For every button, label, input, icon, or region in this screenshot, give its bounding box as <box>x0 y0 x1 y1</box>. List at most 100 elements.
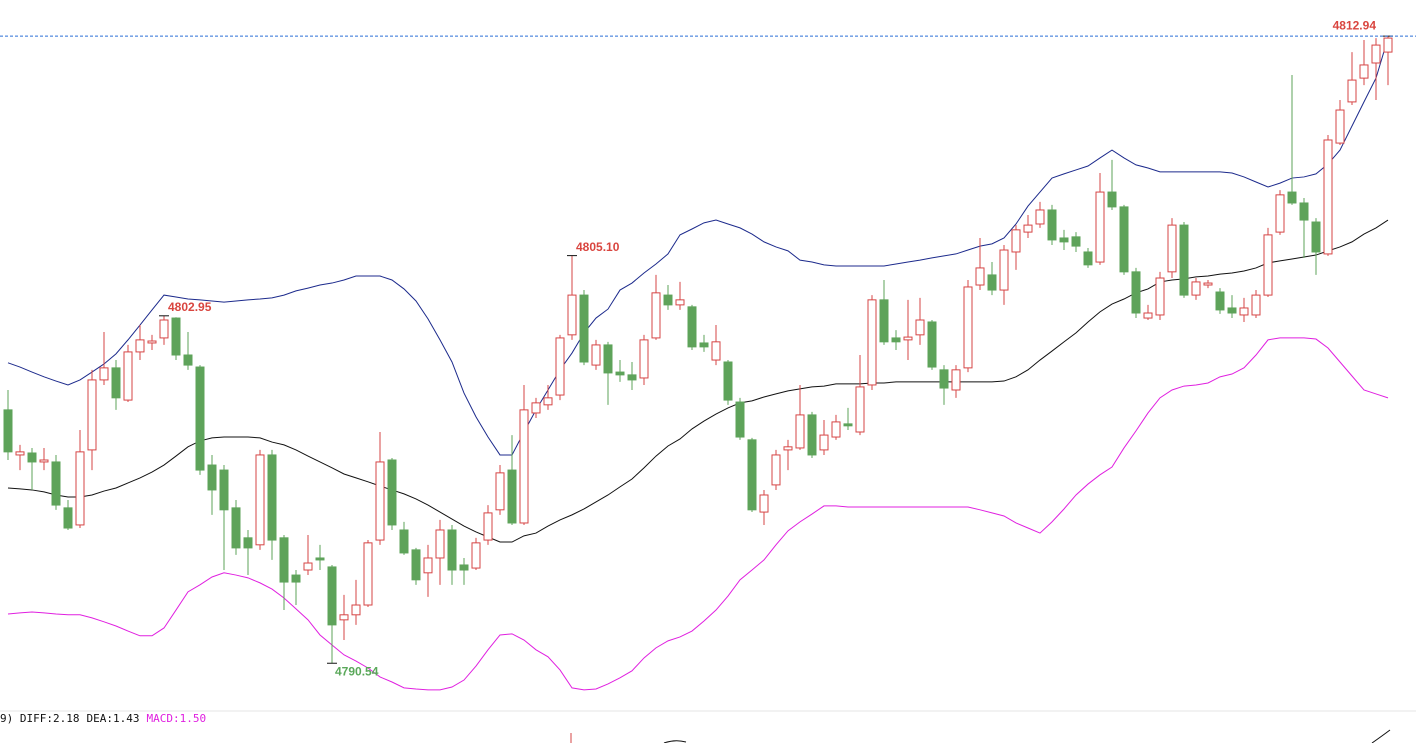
candle-body <box>639 339 649 379</box>
candle-body <box>543 397 553 406</box>
candle-body <box>87 379 97 451</box>
candle-body <box>459 564 469 571</box>
candle-body <box>831 421 841 438</box>
candle-body <box>807 414 817 456</box>
candle-body <box>351 604 361 616</box>
candle-body <box>819 434 829 451</box>
band-line <box>7 337 1389 691</box>
candle-body <box>747 439 757 511</box>
candle-body <box>435 529 445 559</box>
candle-body <box>423 557 433 574</box>
candle-body <box>15 451 25 456</box>
candle-body <box>315 557 325 561</box>
candle-body <box>879 299 889 343</box>
candle-body <box>603 344 613 374</box>
candle-body <box>1155 277 1165 316</box>
candle-body <box>759 494 769 513</box>
candle-body <box>63 507 73 529</box>
candle-body <box>195 366 205 471</box>
candle-body <box>1059 237 1069 243</box>
candle-body <box>1047 209 1057 241</box>
candle-body <box>687 306 697 348</box>
candle-body <box>339 614 349 621</box>
candle-body <box>867 299 877 386</box>
candle-body <box>147 340 157 344</box>
candle-body <box>723 361 733 401</box>
candle-body <box>1347 79 1357 103</box>
candle-body <box>3 409 13 453</box>
annotation-label: 4802.95 <box>168 300 212 314</box>
candle-body <box>363 542 373 606</box>
candle-body <box>399 529 409 554</box>
candle-body <box>291 574 301 583</box>
candle-body <box>1083 251 1093 266</box>
candle-body <box>327 566 337 626</box>
candle-body <box>903 336 913 341</box>
candle-body <box>591 344 601 366</box>
candle-body <box>447 529 457 571</box>
candle-body <box>1191 281 1201 296</box>
candle-body <box>531 402 541 414</box>
indicator-label: MACD:1.50 <box>146 712 206 725</box>
candle-body <box>279 537 289 583</box>
candle-body <box>231 507 241 549</box>
candle-body <box>1335 109 1345 144</box>
annotation-label: 4790.54 <box>335 664 379 678</box>
candle-body <box>471 542 481 569</box>
candle-body <box>159 319 169 339</box>
candle-body <box>243 537 253 549</box>
candle-body <box>1299 202 1309 221</box>
candle-body <box>627 374 637 381</box>
annotation-label: 4805.10 <box>576 240 620 254</box>
candle-body <box>39 459 49 463</box>
candle-body <box>735 401 745 438</box>
candle-body <box>711 341 721 361</box>
candle-body <box>975 267 985 286</box>
candle-body <box>135 339 145 353</box>
candle-body <box>1263 234 1273 296</box>
candle-body <box>699 342 709 348</box>
candle-body <box>567 294 577 336</box>
candle-body <box>1359 64 1369 79</box>
candle-body <box>579 294 589 363</box>
candle-body <box>771 454 781 486</box>
candle-body <box>507 469 517 524</box>
candle-body <box>1107 191 1117 208</box>
candle-body <box>1143 312 1153 319</box>
candle-body <box>891 337 901 343</box>
candle-body <box>207 464 217 491</box>
candle-body <box>927 321 937 368</box>
candle-body <box>387 459 397 526</box>
candle-body <box>219 469 229 511</box>
candle-body <box>855 386 865 433</box>
candle-body <box>1011 229 1021 253</box>
candle-body <box>375 461 385 541</box>
candle-body <box>1287 191 1297 204</box>
candle-body <box>27 452 37 463</box>
macd-fragment <box>663 740 687 743</box>
candle-body <box>1023 224 1033 233</box>
candle-body <box>75 451 85 526</box>
candle-body <box>1167 224 1177 273</box>
candle-body <box>1131 271 1141 314</box>
candle-body <box>783 446 793 451</box>
band-line <box>7 37 1389 456</box>
candle-body <box>171 317 181 356</box>
candle-body <box>999 249 1009 291</box>
candle-body <box>915 319 925 336</box>
candle-body <box>1275 194 1285 233</box>
candle-body <box>1035 209 1045 225</box>
candle-body <box>795 414 805 449</box>
candle-body <box>303 562 313 571</box>
candle-body <box>99 367 109 381</box>
candle-body <box>651 292 661 339</box>
annotation-label: 4812.94 <box>1333 18 1377 32</box>
candle-body <box>963 286 973 369</box>
candle-body <box>951 369 961 391</box>
candle-body <box>267 454 277 541</box>
candle-body <box>183 354 193 366</box>
candle-body <box>1119 206 1129 273</box>
candle-body <box>663 294 673 306</box>
